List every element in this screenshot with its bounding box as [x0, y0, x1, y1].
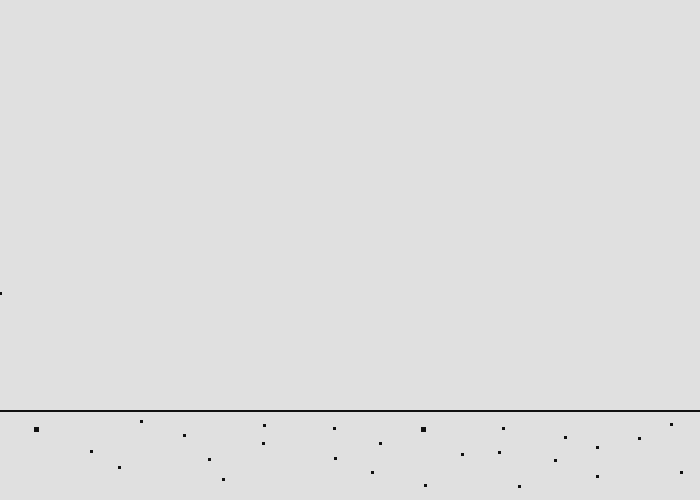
ground-pebble — [461, 453, 464, 456]
ground-pebble — [334, 457, 337, 460]
ground-pebble — [208, 458, 211, 461]
ground-pebble — [502, 427, 505, 430]
ground-pebble — [596, 475, 599, 478]
ground-pebble — [262, 442, 265, 445]
ground-pebble — [118, 466, 121, 469]
ground-pebble — [421, 427, 426, 432]
ground-pebble — [498, 451, 501, 454]
ground-pebble — [34, 427, 39, 432]
ground-pebble — [183, 434, 186, 437]
ground-pebble — [670, 423, 673, 426]
ground-pebble — [424, 484, 427, 487]
ground-pebble — [140, 420, 143, 423]
ground-pebble — [371, 471, 374, 474]
ground-pebble — [680, 471, 683, 474]
horizon-line — [0, 410, 700, 412]
ground-pebble — [638, 437, 641, 440]
ground-pebble — [518, 485, 521, 488]
ground-pebble — [90, 450, 93, 453]
edge-mark — [0, 292, 2, 295]
ground-pebble — [596, 446, 599, 449]
ground-pebble — [554, 459, 557, 462]
ground-pebble — [564, 436, 567, 439]
ground-pebble — [222, 478, 225, 481]
ground-pebble — [379, 442, 382, 445]
ground-pebble — [263, 424, 266, 427]
ground-pebble — [333, 427, 336, 430]
